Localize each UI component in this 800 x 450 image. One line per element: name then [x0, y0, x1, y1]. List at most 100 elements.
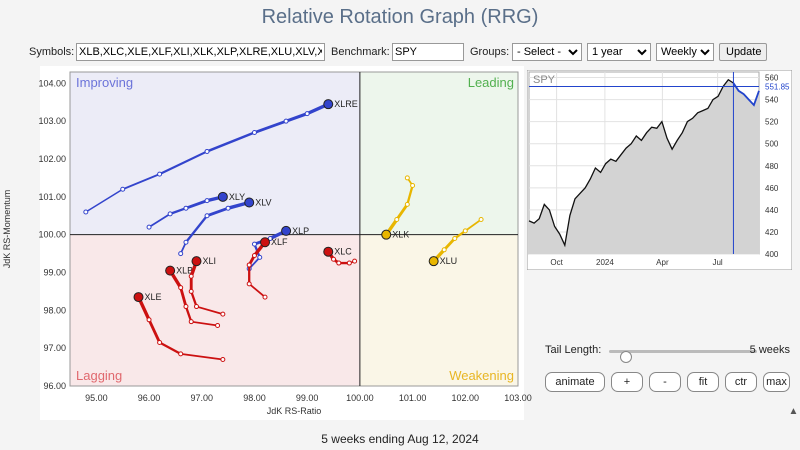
spy-y-tick-label: 500: [765, 140, 779, 149]
series-label-xlre: XLRE: [334, 99, 358, 109]
tail-point-xle[interactable]: [220, 357, 226, 363]
tail-point-xlk[interactable]: [394, 217, 400, 223]
y-tick-label: 97.00: [43, 343, 66, 353]
zoom-out-button[interactable]: -: [649, 372, 681, 392]
tail-point-xly[interactable]: [146, 224, 152, 230]
tail-point-xlv[interactable]: [178, 251, 184, 257]
tail-point-xlre[interactable]: [157, 171, 163, 177]
head-point-xlre[interactable]: [323, 99, 334, 110]
head-point-xly[interactable]: [217, 191, 228, 202]
center-button[interactable]: ctr: [725, 372, 757, 392]
tail-point-xlre[interactable]: [120, 186, 126, 192]
tail-point-xlf[interactable]: [246, 262, 252, 268]
tail-point-xli[interactable]: [188, 273, 194, 279]
head-point-xli[interactable]: [191, 256, 202, 267]
tail-segment-xlk: [406, 184, 414, 206]
head-point-xlc[interactable]: [323, 246, 334, 257]
tail-point-xlv[interactable]: [225, 205, 231, 211]
tail-point-xlb[interactable]: [178, 285, 184, 291]
series-label-xly: XLY: [229, 192, 245, 202]
period-select[interactable]: 1 year: [587, 43, 651, 61]
head-point-xlv[interactable]: [244, 197, 255, 208]
tail-point-xlb[interactable]: [183, 304, 189, 310]
tail-point-xlu[interactable]: [462, 228, 468, 234]
fit-button[interactable]: fit: [687, 372, 719, 392]
benchmark-input[interactable]: [392, 43, 464, 61]
spy-area: [529, 79, 759, 254]
tail-segment-xlre: [284, 112, 309, 123]
tail-segment-xlp: [248, 256, 261, 270]
head-point-xlu[interactable]: [428, 256, 439, 267]
tail-point-xlp[interactable]: [257, 254, 263, 260]
tail-point-xlre[interactable]: [283, 118, 289, 124]
x-axis-label: JdK RS-Ratio: [267, 406, 322, 416]
symbols-input[interactable]: [76, 43, 325, 61]
x-tick-label: 98.00: [243, 393, 266, 403]
tail-point-xli[interactable]: [188, 288, 194, 294]
tail-point-xly[interactable]: [167, 211, 173, 217]
tail-point-xlv[interactable]: [204, 213, 210, 219]
head-point-xlp[interactable]: [281, 225, 292, 236]
tail-point-xlp[interactable]: [267, 235, 273, 241]
tail-point-xlc[interactable]: [336, 260, 342, 266]
tail-point-xlc[interactable]: [331, 256, 337, 262]
tail-point-xly[interactable]: [183, 205, 189, 211]
tail-point-xlb[interactable]: [188, 319, 194, 325]
tail-point-xlu[interactable]: [452, 235, 458, 241]
tail-point-xlu[interactable]: [478, 217, 484, 223]
tail-point-xlu[interactable]: [441, 247, 447, 253]
frequency-select[interactable]: Weekly: [656, 43, 714, 61]
scroll-up-arrow-icon[interactable]: ▲: [788, 406, 799, 417]
tail-length-track[interactable]: [609, 350, 757, 363]
tail-point-xly[interactable]: [204, 198, 210, 204]
tail-point-xlb[interactable]: [215, 322, 221, 328]
groups-label: Groups:: [470, 46, 510, 58]
tail-point-xlf[interactable]: [251, 252, 257, 258]
animate-button[interactable]: animate: [545, 372, 605, 392]
max-button[interactable]: max: [763, 372, 790, 392]
tail-point-xlp[interactable]: [251, 241, 257, 247]
groups-select[interactable]: - Select -: [512, 43, 582, 61]
spy-price-line: [528, 78, 734, 248]
tail-point-xlf[interactable]: [246, 281, 252, 287]
page-title: Relative Rotation Graph (RRG): [261, 6, 539, 28]
spy-chart: 400 420 440 460 480 500 520 540 560 Oct 2024 Apr Jul…: [526, 69, 793, 271]
rrg-chart[interactable]: Improving Leading Lagging Weakening 95.00 96.…: [0, 66, 800, 420]
tail-point-xli[interactable]: [193, 304, 199, 310]
tail-segment-xle: [158, 341, 182, 355]
tail-point-xlre[interactable]: [204, 148, 210, 154]
benchmark-label: Benchmark:: [331, 46, 390, 58]
tail-point-xlk[interactable]: [404, 201, 410, 207]
tail-segment-xle: [147, 318, 162, 344]
tail-point-xlc[interactable]: [346, 260, 352, 266]
tail-point-xle[interactable]: [146, 317, 152, 323]
tail-point-xlc[interactable]: [352, 258, 358, 264]
head-point-xlk[interactable]: [381, 229, 392, 240]
series-label-xlc: XLC: [334, 247, 352, 257]
update-button[interactable]: Update: [719, 43, 767, 61]
quadrant-label-lagging: Lagging: [76, 368, 122, 383]
series-label-xli: XLI: [202, 256, 216, 266]
tail-point-xle[interactable]: [157, 339, 163, 345]
quadrant-lagging: [70, 234, 360, 386]
head-point-xlf[interactable]: [260, 237, 271, 248]
y-axis-label: JdK RS-Momentum: [2, 190, 12, 269]
tail-point-xlv[interactable]: [183, 239, 189, 245]
spy-y-tick-label: 420: [765, 228, 779, 237]
tail-point-xlk[interactable]: [404, 175, 410, 181]
spy-y-tick-label: 480: [765, 162, 779, 171]
head-point-xlb[interactable]: [165, 265, 176, 276]
tail-point-xlk[interactable]: [410, 182, 416, 188]
x-tick-label: 102.00: [452, 393, 480, 403]
tail-point-xlre[interactable]: [83, 209, 89, 215]
tail-point-xlre[interactable]: [304, 111, 310, 117]
tail-point-xli[interactable]: [220, 311, 226, 317]
zoom-in-button[interactable]: +: [611, 372, 643, 392]
spy-y-tick-label: 560: [765, 74, 779, 83]
tail-point-xlre[interactable]: [251, 130, 257, 136]
tail-point-xlf[interactable]: [262, 294, 268, 300]
spy-last-value-label: 551.85: [765, 83, 790, 92]
tail-length-slider-handle[interactable]: [619, 351, 632, 363]
tail-point-xle[interactable]: [178, 351, 184, 357]
head-point-xle[interactable]: [133, 292, 144, 303]
